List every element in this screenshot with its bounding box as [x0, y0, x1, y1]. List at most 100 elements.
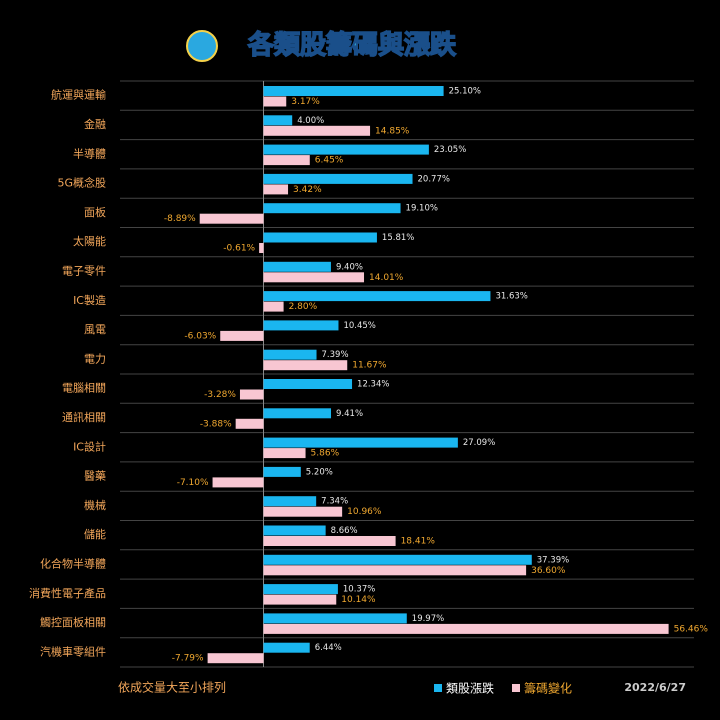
bar — [263, 506, 343, 517]
y-tick-label: 風電 — [84, 323, 106, 336]
bar — [199, 213, 264, 224]
y-tick-label: 消費性電子產品 — [29, 586, 106, 600]
value-label: 18.41% — [401, 537, 436, 547]
bar — [263, 320, 339, 331]
y-tick-label: 通訊相關 — [62, 410, 106, 424]
logo — [186, 30, 218, 62]
value-label: 23.05% — [434, 145, 466, 155]
value-label: 20.77% — [418, 174, 450, 184]
value-label: 9.40% — [336, 262, 363, 272]
value-label: 5.86% — [311, 449, 340, 459]
bar — [263, 291, 491, 302]
bar — [259, 243, 264, 253]
value-label: 11.67% — [352, 361, 387, 371]
bar — [263, 437, 458, 448]
y-tick-label: 觸控面板相關 — [40, 615, 106, 629]
value-label: 10.37% — [343, 585, 375, 595]
bar — [263, 301, 284, 312]
legend-swatch — [512, 684, 520, 692]
value-label: 36.60% — [531, 566, 566, 576]
value-label: -7.79% — [172, 654, 204, 664]
bar — [263, 272, 365, 283]
bar — [263, 554, 532, 565]
bar — [235, 418, 264, 429]
value-label: 8.66% — [331, 526, 358, 536]
value-label: 19.97% — [412, 614, 444, 624]
note: 依成交量大至小排列 — [118, 680, 226, 695]
bar — [263, 623, 669, 634]
bar — [263, 144, 429, 155]
legend-label: 類股漲跌 — [446, 681, 494, 696]
bar — [263, 565, 527, 576]
bar — [263, 96, 287, 107]
bar — [207, 653, 264, 664]
y-tick-label: IC設計 — [73, 439, 106, 453]
bar — [263, 496, 317, 507]
y-tick-label: 化合物半導體 — [40, 556, 106, 570]
value-label: 56.46% — [674, 624, 709, 634]
value-label: 12.34% — [357, 380, 389, 390]
bar — [263, 125, 371, 136]
value-label: 10.14% — [341, 595, 376, 605]
bar — [263, 408, 332, 419]
date: 2022/6/27 — [624, 681, 686, 694]
value-label: 2.80% — [289, 302, 318, 312]
value-label: 14.01% — [369, 273, 404, 283]
bar — [263, 613, 407, 624]
y-tick-label: 電子零件 — [62, 264, 106, 277]
y-tick-label: 太陽能 — [73, 234, 106, 248]
bar — [263, 584, 338, 595]
y-tick-label: 儲能 — [84, 527, 106, 541]
y-tick-label: 面板 — [84, 205, 106, 219]
y-tick-label: 汽機車零組件 — [40, 644, 106, 658]
bar — [263, 155, 310, 166]
value-label: -3.28% — [204, 390, 236, 400]
bar — [263, 525, 326, 536]
bar — [263, 261, 331, 272]
value-label: 25.10% — [449, 87, 481, 97]
value-label: -7.10% — [177, 478, 209, 488]
value-label: 7.39% — [322, 350, 349, 360]
bar — [220, 330, 264, 341]
value-label: 10.96% — [347, 507, 382, 517]
value-label: 27.09% — [463, 438, 495, 448]
value-label: -6.03% — [184, 331, 216, 341]
y-tick-label: 電力 — [84, 352, 106, 365]
bar — [263, 448, 306, 459]
value-label: 15.81% — [382, 233, 414, 243]
bar — [263, 379, 353, 389]
value-label: 5.20% — [306, 467, 333, 477]
y-tick-label: IC製造 — [73, 293, 106, 307]
value-label: 14.85% — [375, 126, 410, 136]
value-label: 37.39% — [537, 555, 569, 565]
bar — [263, 203, 401, 214]
bar — [263, 594, 337, 605]
value-label: -3.88% — [200, 419, 232, 429]
bar — [263, 232, 377, 243]
bar — [212, 477, 264, 488]
bar — [263, 184, 289, 195]
bar — [263, 115, 293, 126]
value-label: 19.10% — [406, 204, 438, 214]
y-tick-label: 航運與運輸 — [51, 88, 106, 102]
y-tick-label: 5G概念股 — [57, 176, 106, 190]
bar — [263, 360, 348, 371]
bar — [263, 536, 396, 546]
value-label: 10.45% — [343, 321, 375, 331]
value-label: 7.34% — [321, 497, 348, 507]
chart-title: 各類股籌碼與漲跌 — [247, 30, 456, 61]
y-tick-label: 機械 — [84, 498, 106, 512]
value-label: 4.00% — [297, 116, 324, 126]
legend-label: 籌碼變化 — [524, 681, 572, 696]
y-tick-label: 醫藥 — [84, 470, 106, 483]
value-label: -8.89% — [164, 214, 196, 224]
y-tick-label: 電腦相關 — [62, 381, 106, 395]
bar — [263, 642, 310, 653]
bar — [239, 389, 264, 400]
value-label: 9.41% — [336, 409, 363, 419]
y-tick-label: 半導體 — [73, 146, 106, 160]
value-label: 3.17% — [291, 97, 320, 107]
bar — [263, 466, 301, 477]
bar — [263, 173, 413, 184]
